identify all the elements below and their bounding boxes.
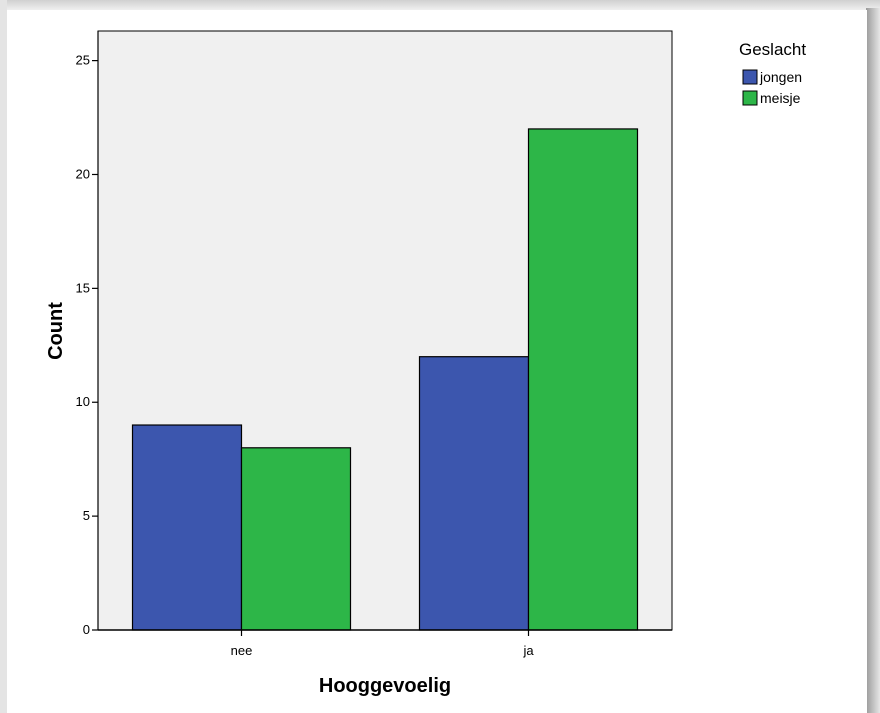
legend: Geslacht jongen meisje [739, 40, 806, 106]
y-tick-label: 0 [83, 622, 90, 637]
bar-meisje-nee [240, 447, 352, 631]
frame-shadow-top [0, 0, 880, 12]
legend-items: jongen meisje [742, 69, 802, 106]
legend-title: Geslacht [739, 40, 806, 59]
legend-swatch-meisje [742, 90, 758, 106]
frame-shadow-left [0, 0, 7, 713]
y-tick-label: 10 [76, 394, 90, 409]
y-tick-label: 20 [76, 166, 90, 181]
frame-shadow-right [866, 8, 880, 713]
y-tick-label: 5 [83, 508, 90, 523]
x-axis-title: Hooggevoelig [319, 675, 451, 697]
x-tick-label-ja: ja [522, 643, 534, 658]
legend-label-meisje: meisje [760, 90, 801, 106]
y-tick-label: 25 [76, 53, 90, 68]
y-axis-title: Count [45, 302, 67, 360]
x-tick-label-nee: nee [231, 643, 253, 658]
x-axis: nee ja [98, 629, 672, 658]
bar-jongen-ja [418, 356, 530, 631]
bars-group [131, 128, 639, 631]
y-axis: 0 5 10 15 20 25 [76, 31, 99, 637]
legend-swatch-jongen [742, 69, 758, 85]
bar-meisje-ja [527, 128, 639, 631]
bar-jongen-nee [131, 424, 243, 631]
legend-label-jongen: jongen [759, 69, 802, 85]
y-tick-label: 15 [76, 280, 90, 295]
